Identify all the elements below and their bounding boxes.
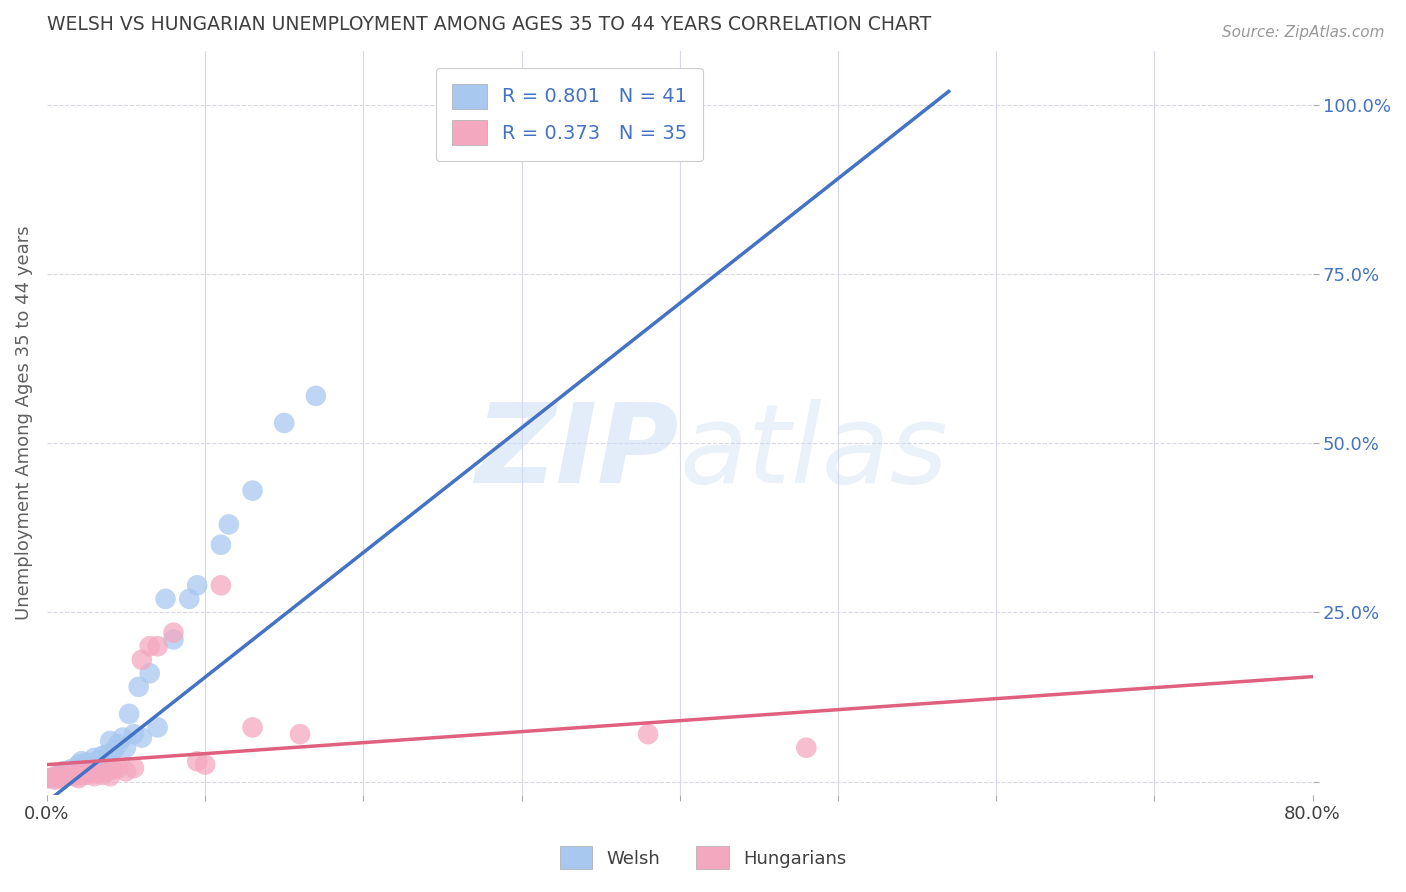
Point bbox=[98, 769, 121, 783]
Point bbox=[80, 757, 103, 772]
Point bbox=[122, 761, 145, 775]
Point bbox=[162, 625, 184, 640]
Point bbox=[70, 768, 93, 782]
Point bbox=[91, 768, 114, 782]
Point bbox=[128, 680, 150, 694]
Point bbox=[209, 578, 232, 592]
Point bbox=[59, 768, 82, 782]
Point bbox=[44, 769, 66, 783]
Point bbox=[59, 763, 82, 777]
Point bbox=[75, 756, 97, 770]
Text: WELSH VS HUNGARIAN UNEMPLOYMENT AMONG AGES 35 TO 44 YEARS CORRELATION CHART: WELSH VS HUNGARIAN UNEMPLOYMENT AMONG AG… bbox=[46, 15, 931, 34]
Point bbox=[794, 740, 817, 755]
Point bbox=[39, 771, 62, 785]
Point bbox=[118, 706, 141, 721]
Legend: R = 0.801   N = 41, R = 0.373   N = 35: R = 0.801 N = 41, R = 0.373 N = 35 bbox=[436, 68, 703, 161]
Point bbox=[138, 666, 160, 681]
Point bbox=[605, 104, 627, 119]
Point bbox=[242, 483, 264, 498]
Point bbox=[44, 772, 66, 787]
Point bbox=[288, 727, 311, 741]
Point bbox=[98, 734, 121, 748]
Y-axis label: Unemployment Among Ages 35 to 44 years: Unemployment Among Ages 35 to 44 years bbox=[15, 226, 32, 620]
Point bbox=[80, 764, 103, 779]
Point bbox=[162, 632, 184, 647]
Point bbox=[111, 731, 134, 745]
Point bbox=[194, 757, 217, 772]
Point bbox=[637, 727, 659, 741]
Point bbox=[91, 748, 114, 763]
Point bbox=[52, 768, 75, 782]
Point bbox=[179, 591, 201, 606]
Point bbox=[52, 764, 75, 779]
Point bbox=[75, 761, 97, 775]
Point bbox=[83, 751, 105, 765]
Point bbox=[55, 766, 77, 780]
Text: ZIP: ZIP bbox=[477, 400, 679, 507]
Point bbox=[83, 769, 105, 783]
Point bbox=[59, 768, 82, 782]
Point bbox=[155, 591, 177, 606]
Point bbox=[131, 653, 153, 667]
Point bbox=[67, 757, 90, 772]
Point bbox=[146, 720, 169, 734]
Point bbox=[242, 720, 264, 734]
Point bbox=[115, 764, 138, 779]
Point bbox=[273, 416, 295, 430]
Point bbox=[122, 727, 145, 741]
Point bbox=[305, 389, 328, 403]
Point bbox=[83, 766, 105, 780]
Point bbox=[621, 104, 644, 119]
Point bbox=[86, 754, 108, 768]
Point bbox=[98, 751, 121, 765]
Point bbox=[103, 763, 125, 777]
Point bbox=[48, 768, 70, 782]
Point bbox=[65, 769, 87, 783]
Point bbox=[186, 578, 208, 592]
Point bbox=[218, 517, 240, 532]
Point bbox=[48, 771, 70, 785]
Point bbox=[96, 747, 118, 762]
Point bbox=[67, 771, 90, 785]
Point bbox=[55, 769, 77, 783]
Point bbox=[70, 754, 93, 768]
Text: atlas: atlas bbox=[679, 400, 949, 507]
Point bbox=[209, 538, 232, 552]
Point bbox=[103, 744, 125, 758]
Point bbox=[115, 740, 138, 755]
Point bbox=[75, 768, 97, 782]
Point bbox=[107, 761, 129, 775]
Point bbox=[67, 761, 90, 775]
Point bbox=[52, 769, 75, 783]
Point bbox=[146, 639, 169, 653]
Point bbox=[138, 639, 160, 653]
Point bbox=[186, 754, 208, 768]
Point bbox=[107, 737, 129, 751]
Point bbox=[96, 764, 118, 779]
Legend: Welsh, Hungarians: Welsh, Hungarians bbox=[551, 838, 855, 879]
Point bbox=[52, 771, 75, 785]
Point bbox=[44, 771, 66, 785]
Point bbox=[35, 771, 58, 785]
Point bbox=[131, 731, 153, 745]
Text: Source: ZipAtlas.com: Source: ZipAtlas.com bbox=[1222, 25, 1385, 40]
Point bbox=[65, 764, 87, 779]
Point bbox=[67, 766, 90, 780]
